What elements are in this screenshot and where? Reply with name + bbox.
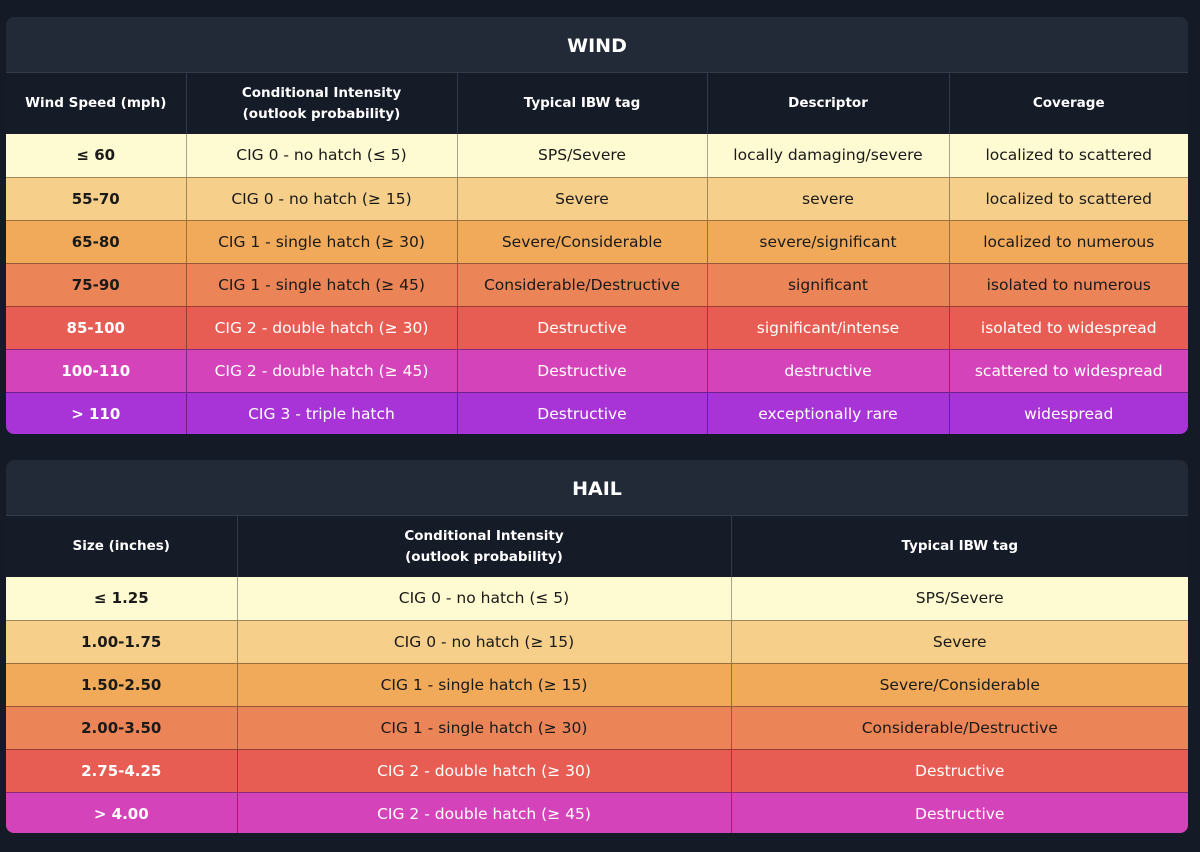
wind-speed-cell: 75-90 <box>6 262 187 306</box>
hail-header-row: Size (inches) Conditional Intensity (out… <box>6 516 1188 577</box>
wind-cig-cell: CIG 2 - double hatch (≥ 30) <box>186 305 458 349</box>
wind-ibw-cell: Destructive <box>457 305 708 349</box>
hail-ibw-cell: Destructive <box>731 791 1188 833</box>
wind-ibw-cell: Severe <box>457 176 708 220</box>
wind-descriptor-cell: destructive <box>707 348 950 392</box>
hail-ibw-cell: SPS/Severe <box>915 589 1004 608</box>
wind-descriptor-cell: significant <box>707 262 950 306</box>
wind-cig-cell: CIG 0 - no hatch (≤ 5) <box>186 134 458 177</box>
wind-speed-cell: 100-110 <box>6 348 187 392</box>
hail-ibw-cell: Severe <box>731 619 1188 663</box>
wind-descriptor-cell: severe <box>707 176 950 220</box>
hail-cig-cell: CIG 1 - single hatch (≥ 30) <box>237 705 732 749</box>
hail-table: Size (inches) Conditional Intensity (out… <box>6 516 1188 833</box>
hail-row: 2.75-4.25 CIG 2 - double hatch (≥ 30) De… <box>6 748 1188 792</box>
hail-row: 2.00-3.50 CIG 1 - single hatch (≥ 30) Co… <box>6 705 1188 749</box>
wind-row: > 110 CIG 3 - triple hatch Destructive e… <box>6 391 1188 434</box>
wind-speed-cell: 85-100 <box>6 305 187 349</box>
hail-header-conditional-intensity: Conditional Intensity (outlook probabili… <box>237 516 732 577</box>
wind-header-ci-line2: (outlook probability) <box>242 105 401 122</box>
hail-cig-cell: CIG 2 - double hatch (≥ 45) <box>237 791 732 833</box>
wind-cig-cell: CIG 0 - no hatch (≥ 15) <box>186 176 458 220</box>
wind-coverage-cell: isolated to numerous <box>949 262 1188 306</box>
hail-size-cell: ≤ 1.25 <box>6 577 238 620</box>
wind-coverage-cell: localized to scattered <box>949 176 1188 220</box>
wind-row: ≤ 60 CIG 0 - no hatch (≤ 5) SPS/Severe l… <box>6 134 1188 177</box>
wind-cig-cell: CIG 1 - single hatch (≥ 30) <box>186 219 458 263</box>
wind-ibw-cell: Severe/Considerable <box>457 219 708 263</box>
wind-row: 100-110 CIG 2 - double hatch (≥ 45) Dest… <box>6 348 1188 392</box>
wind-header-descriptor: Descriptor <box>707 73 950 134</box>
wind-row: 65-80 CIG 1 - single hatch (≥ 30) Severe… <box>6 219 1188 263</box>
wind-ibw-cell: Considerable/Destructive <box>457 262 708 306</box>
hail-row: ≤ 1.25 CIG 0 - no hatch (≤ 5) SPS/Severe <box>6 577 1188 620</box>
wind-cig-cell: CIG 1 - single hatch (≥ 45) <box>186 262 458 306</box>
hail-header-size: Size (inches) <box>6 516 238 577</box>
wind-coverage-cell: isolated to widespread <box>949 305 1188 349</box>
wind-speed-cell: 65-80 <box>6 219 187 263</box>
wind-header-conditional-intensity: Conditional Intensity (outlook probabili… <box>186 73 458 134</box>
hail-ibw-cell: Considerable/Destructive <box>731 705 1188 749</box>
wind-descriptor-cell: severe/significant <box>707 219 950 263</box>
wind-coverage-cell: scattered to widespread <box>949 348 1188 392</box>
hail-header-ibw-tag: Typical IBW tag <box>731 516 1188 577</box>
wind-speed-cell: > 110 <box>6 391 187 434</box>
hail-size-cell: 2.00-3.50 <box>6 705 238 749</box>
hail-header-ci-line2: (outlook probability) <box>405 548 563 565</box>
wind-row: 55-70 CIG 0 - no hatch (≥ 15) Severe sev… <box>6 176 1188 220</box>
hail-header-ci-line1: Conditional Intensity <box>404 527 564 544</box>
hail-ibw-cell: Destructive <box>731 748 1188 792</box>
wind-row: 75-90 CIG 1 - single hatch (≥ 45) Consid… <box>6 262 1188 306</box>
hail-row: 1.50-2.50 CIG 1 - single hatch (≥ 15) Se… <box>6 662 1188 706</box>
wind-header-ibw-tag: Typical IBW tag <box>457 73 708 134</box>
wind-table-panel: WIND Wind Speed (mph) Conditional Intens… <box>6 17 1188 434</box>
wind-ibw-cell: SPS/Severe <box>457 134 708 177</box>
wind-coverage-cell: localized to numerous <box>949 219 1188 263</box>
wind-coverage-cell: widespread <box>949 391 1188 434</box>
hail-size-cell: 1.50-2.50 <box>6 662 238 706</box>
wind-descriptor-cell: locally damaging/severe <box>707 134 950 177</box>
hail-table-panel: HAIL Size (inches) Conditional Intensity… <box>6 460 1188 833</box>
wind-ibw-cell: Destructive <box>457 391 708 434</box>
hail-size-cell: 1.00-1.75 <box>6 619 238 663</box>
hail-cig-cell: CIG 1 - single hatch (≥ 15) <box>237 662 732 706</box>
wind-table: Wind Speed (mph) Conditional Intensity (… <box>6 73 1188 434</box>
wind-ibw-cell: Destructive <box>457 348 708 392</box>
hail-row: > 4.00 CIG 2 - double hatch (≥ 45) Destr… <box>6 791 1188 833</box>
wind-coverage-cell: localized to scattered <box>985 146 1153 165</box>
wind-row: 85-100 CIG 2 - double hatch (≥ 30) Destr… <box>6 305 1188 349</box>
hail-table-title: HAIL <box>6 460 1188 516</box>
wind-cig-cell: CIG 3 - triple hatch <box>186 391 458 434</box>
hail-cig-cell: CIG 0 - no hatch (≤ 5) <box>237 577 732 620</box>
hail-cig-cell: CIG 2 - double hatch (≥ 30) <box>237 748 732 792</box>
wind-cig-cell: CIG 2 - double hatch (≥ 45) <box>186 348 458 392</box>
wind-header-coverage: Coverage <box>949 73 1188 134</box>
wind-table-title: WIND <box>6 17 1188 73</box>
hail-row: 1.00-1.75 CIG 0 - no hatch (≥ 15) Severe <box>6 619 1188 663</box>
hail-size-cell: > 4.00 <box>6 791 238 833</box>
wind-header-row: Wind Speed (mph) Conditional Intensity (… <box>6 73 1188 134</box>
wind-speed-cell: ≤ 60 <box>6 134 187 177</box>
hail-cig-cell: CIG 0 - no hatch (≥ 15) <box>237 619 732 663</box>
wind-header-speed: Wind Speed (mph) <box>6 73 187 134</box>
wind-descriptor-cell: exceptionally rare <box>707 391 950 434</box>
wind-speed-cell: 55-70 <box>6 176 187 220</box>
hail-ibw-cell: Severe/Considerable <box>731 662 1188 706</box>
hail-size-cell: 2.75-4.25 <box>6 748 238 792</box>
wind-header-ci-line1: Conditional Intensity <box>241 84 402 101</box>
wind-descriptor-cell: significant/intense <box>707 305 950 349</box>
